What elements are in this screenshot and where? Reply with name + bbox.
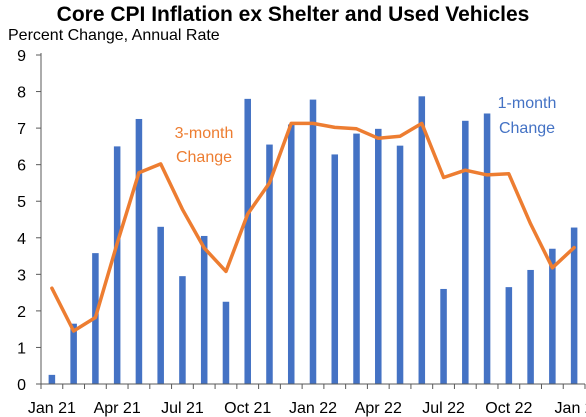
annotation-one-month-line1: 1-month: [498, 95, 557, 112]
bar: [505, 287, 513, 384]
annotation-one-month-line2: Change: [499, 120, 555, 137]
bar: [244, 98, 251, 384]
x-tick-label: Oct 21: [224, 400, 271, 417]
line-series: [50, 121, 576, 333]
bar: [527, 269, 534, 384]
bar: [70, 323, 77, 384]
bar: [396, 145, 404, 384]
x-tick-label: Jul 21: [161, 400, 204, 417]
x-tick-label: Oct 22: [485, 400, 532, 417]
axes: [36, 53, 586, 389]
y-tick-label: 9: [17, 48, 26, 65]
chart-subtitle: Percent Change, Annual Rate: [8, 27, 220, 44]
annotation-three-month-line2: Change: [176, 149, 232, 166]
x-tick-label: Jan 21: [28, 400, 76, 417]
bar: [135, 118, 143, 384]
bar: [483, 113, 491, 384]
bar: [287, 124, 295, 384]
x-tick-label: Jan 22: [289, 400, 337, 417]
bar: [200, 235, 208, 384]
bar: [418, 96, 426, 385]
bar: [48, 374, 56, 384]
bar: [375, 128, 382, 384]
bar: [157, 226, 164, 384]
bar-series: [48, 96, 578, 385]
x-tick-label: Apr 22: [355, 400, 402, 417]
bar: [549, 248, 556, 384]
y-tick-label: 1: [17, 340, 26, 357]
y-tick-label: 6: [17, 158, 26, 175]
bar: [331, 154, 339, 384]
bar: [113, 146, 121, 384]
y-tick-label: 2: [17, 304, 26, 321]
y-tick-label: 5: [17, 194, 26, 211]
bar: [309, 99, 317, 384]
y-tick-label: 3: [17, 267, 26, 284]
bar: [462, 120, 469, 385]
bar: [440, 288, 447, 384]
x-tick-label: Jul 22: [422, 400, 465, 417]
y-tick-label: 0: [17, 377, 26, 394]
y-tick-label: 4: [17, 231, 26, 248]
bar: [266, 144, 273, 384]
annotation-three-month-line1: 3-month: [175, 125, 234, 142]
bar: [179, 276, 186, 384]
bar: [222, 301, 230, 384]
y-tick-label: 8: [17, 85, 26, 102]
y-axis-ticks: 0 1 2 3 4 5 6 7 8 9: [17, 48, 26, 394]
bar: [570, 227, 578, 384]
x-axis-ticks: Jan 21 Apr 21 Jul 21 Oct 21 Jan 22 Apr 22 Jul …: [28, 400, 586, 417]
x-tick-label: Apr 21: [94, 400, 141, 417]
x-tick-label: Jan 2: [555, 400, 586, 417]
y-tick-label: 7: [17, 121, 26, 138]
three-month-line: [50, 121, 576, 333]
chart-title: Core CPI Inflation ex Shelter and Used V…: [57, 3, 530, 26]
bar: [353, 133, 360, 384]
